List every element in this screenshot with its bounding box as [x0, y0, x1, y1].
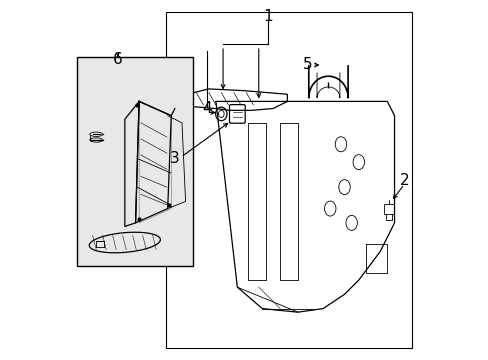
- Text: 6: 6: [113, 53, 122, 67]
- Text: 4: 4: [202, 101, 212, 116]
- Text: 5: 5: [302, 58, 311, 72]
- Text: 1: 1: [263, 9, 272, 24]
- Text: 2: 2: [399, 172, 408, 188]
- Ellipse shape: [90, 132, 102, 136]
- Bar: [77, 57, 192, 266]
- Text: 3: 3: [170, 151, 180, 166]
- Bar: [165, 12, 411, 348]
- Bar: [384, 204, 393, 214]
